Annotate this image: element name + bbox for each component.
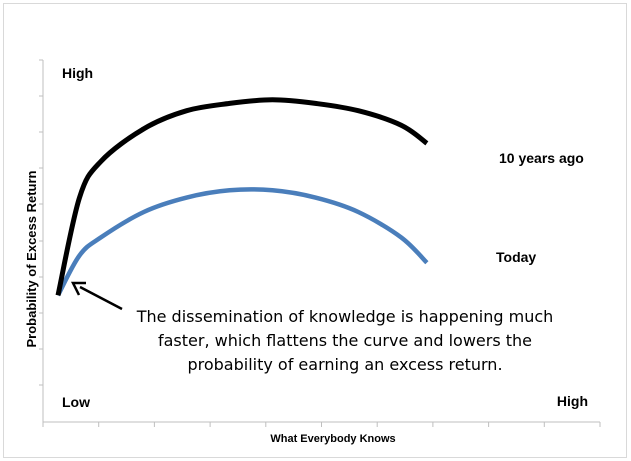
x-high-label: High [557, 393, 588, 409]
x-ticks [42, 422, 601, 427]
y-ticks [39, 59, 43, 386]
series-layer [55, 97, 429, 297]
annotation-line-2: faster, which flattens the curve and low… [158, 331, 532, 350]
series-label-today: Today [496, 249, 536, 265]
series-line-today [56, 187, 429, 297]
y-high-label: High [62, 65, 93, 81]
annotation-line-1: The dissemination of knowledge is happen… [136, 307, 554, 326]
axes [39, 59, 601, 427]
annotation-line-3: probability of earning an excess return. [187, 355, 502, 374]
chart-frame [3, 3, 627, 458]
series-line-10-years-ago [55, 97, 429, 296]
y-axis-title: Probability of Excess Return [24, 170, 39, 347]
x-axis-title: What Everybody Knows [270, 433, 395, 445]
x-low-label: Low [62, 394, 90, 410]
annotation-arrow [70, 281, 123, 311]
series-label-10-years-ago: 10 years ago [499, 150, 584, 166]
